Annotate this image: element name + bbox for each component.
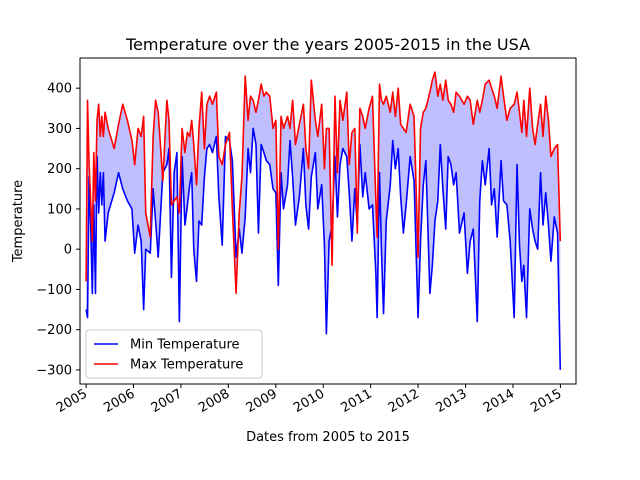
x-tick-label: 2014 <box>481 386 517 416</box>
legend-label-max: Max Temperature <box>130 358 243 373</box>
x-tick-label: 2007 <box>149 386 185 416</box>
x-axis-ticks: 2005 2006 2007 2008 2009 2010 2011 2012 2013 2014… <box>54 384 564 416</box>
y-tick-label: −200 <box>36 323 72 338</box>
y-tick-label: 0 <box>64 243 72 258</box>
legend-box <box>85 329 263 379</box>
x-tick-label: 2009 <box>244 386 280 416</box>
series-line-min-temperature <box>85 127 562 370</box>
y-tick-label: 200 <box>47 162 72 177</box>
x-tick-label: 2013 <box>433 386 469 416</box>
y-axis-label: Temperature <box>11 180 26 263</box>
x-tick-label: 2010 <box>291 386 327 416</box>
y-tick-label: 300 <box>47 122 72 137</box>
plot-frame <box>79 57 577 385</box>
x-tick-label: 2011 <box>338 386 374 416</box>
y-tick-label: −100 <box>36 283 72 298</box>
series-line-max-temperature <box>85 71 562 295</box>
x-tick-label: 2005 <box>54 386 90 416</box>
x-axis-label: Dates from 2005 to 2015 <box>246 430 410 445</box>
legend: Min Temperature Max Temperature <box>85 329 263 379</box>
legend-label-min: Min Temperature <box>130 338 240 353</box>
y-tick-label: 100 <box>47 202 72 217</box>
y-axis-ticks: 400 300 200 100 0 −100 −200 −300 <box>36 82 80 378</box>
y-tick-label: 400 <box>47 82 72 97</box>
y-tick-label: −300 <box>36 363 72 378</box>
x-tick-label: 2006 <box>101 386 137 416</box>
series-lines <box>85 71 562 370</box>
chart-title: Temperature over the years 2005-2015 in … <box>125 35 530 54</box>
x-tick-label: 2008 <box>196 386 232 416</box>
x-tick-label: 2015 <box>528 386 564 416</box>
x-tick-label: 2012 <box>386 386 422 416</box>
